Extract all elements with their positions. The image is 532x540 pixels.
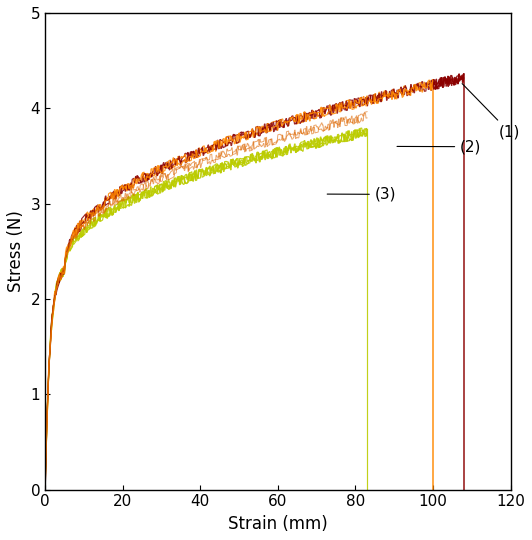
Text: (3): (3) — [327, 187, 396, 202]
Text: (2): (2) — [397, 139, 481, 154]
Text: (1): (1) — [462, 84, 520, 140]
X-axis label: Strain (mm): Strain (mm) — [228, 515, 328, 533]
Y-axis label: Stress (N): Stress (N) — [7, 211, 25, 292]
